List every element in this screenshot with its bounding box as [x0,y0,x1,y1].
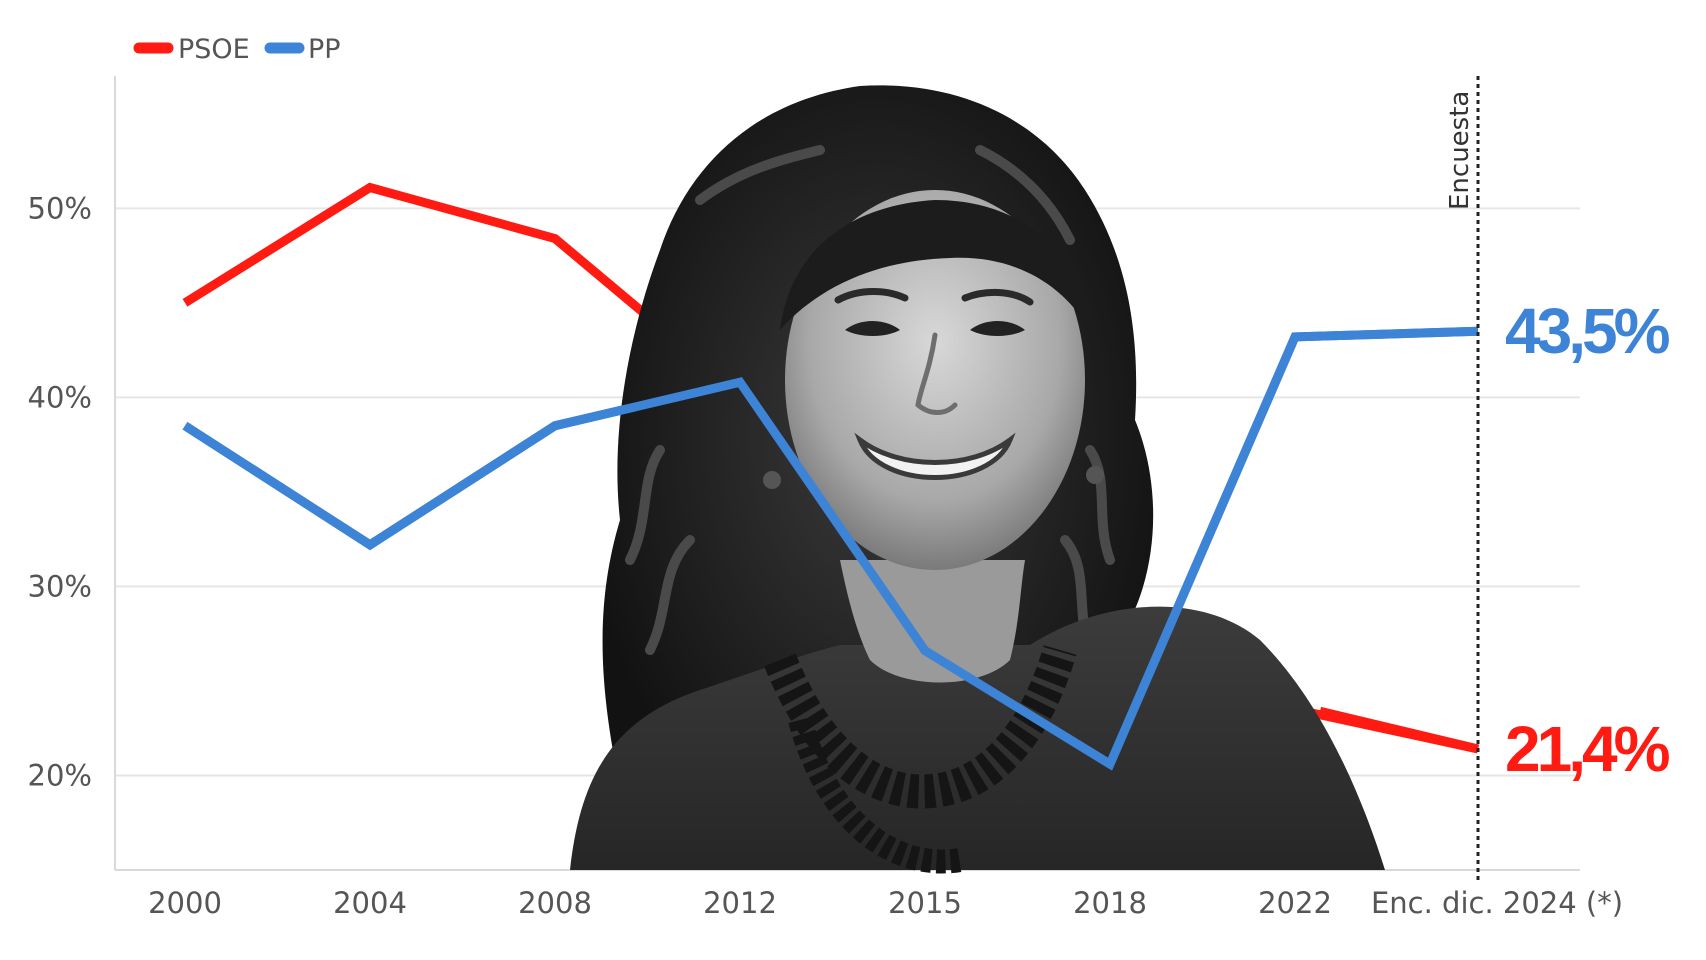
survey-annotation-label: Encuesta [1445,91,1475,210]
legend: PSOE PP [133,34,341,65]
x-tick-label-7: Enc. dic. 2024 (*) [1371,886,1623,920]
series-line-psoe-front [1318,706,1480,754]
y-tick-label-50: 50% [28,191,92,225]
x-tick-label-5: 2018 [1073,886,1147,920]
x-tick-label-0: 2000 [148,886,222,920]
y-tick-label-30: 30% [28,569,92,603]
x-tick-label-1: 2004 [333,886,407,920]
series-line-pp-front [182,326,1479,771]
person-photo-icon [570,85,1385,874]
x-tick-label-3: 2012 [703,886,777,920]
y-tick-label-20: 20% [28,758,92,792]
x-tick-label-2: 2008 [518,886,592,920]
legend-label-psoe: PSOE [178,34,250,65]
x-tick-label-6: 2022 [1258,886,1332,920]
series-layer-front [182,326,1480,771]
x-tick-label-4: 2015 [888,886,962,920]
end-label-psoe: 21,4% [1505,713,1670,785]
legend-label-pp: PP [308,34,341,65]
end-label-pp: 43,5% [1505,295,1670,367]
y-tick-label-40: 40% [28,380,92,414]
axis-labels: 50% 40% 30% 20% 2000 2004 2008 2012 2015 2018 2022… [28,191,1674,920]
